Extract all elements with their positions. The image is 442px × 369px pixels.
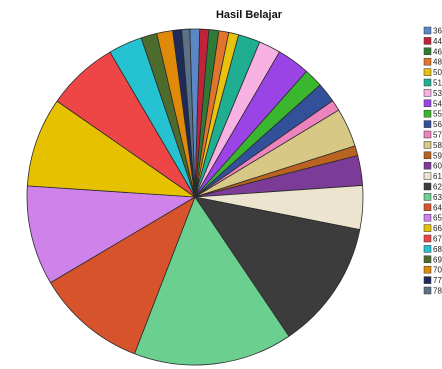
legend-swatch-51 <box>423 78 432 87</box>
pie-slice-64 <box>50 196 196 355</box>
legend-swatch-57 <box>423 130 432 139</box>
legend-label-70: 70 <box>433 266 442 275</box>
legend-label-55: 55 <box>433 110 442 119</box>
legend-label-61: 61 <box>433 172 442 181</box>
legend-label-58: 58 <box>433 141 442 150</box>
legend-label-66: 66 <box>433 224 442 233</box>
legend-swatch-64 <box>423 203 432 212</box>
pie-slice-65 <box>26 185 196 284</box>
legend-swatch-48 <box>423 57 432 66</box>
legend-swatch-69 <box>423 255 432 264</box>
legend-label-65: 65 <box>433 214 442 223</box>
legend-swatch-60 <box>423 161 432 170</box>
legend-label-68: 68 <box>433 245 442 254</box>
pie-slices <box>26 28 364 366</box>
legend-swatch-56 <box>423 120 432 128</box>
pie-slice-78 <box>181 28 196 198</box>
legend-label-69: 69 <box>433 255 442 264</box>
legend-swatch-50 <box>423 68 432 76</box>
legend-swatch-44 <box>423 37 432 45</box>
legend-swatch-36 <box>423 26 432 35</box>
legend-swatch-68 <box>423 245 432 253</box>
legend-swatch-54 <box>423 99 432 108</box>
pie-slice-62 <box>194 196 361 337</box>
legend-label-62: 62 <box>433 183 442 192</box>
legend-swatch-59 <box>423 151 432 160</box>
legend-swatch-55 <box>423 109 432 118</box>
legend-label-51: 51 <box>433 79 442 88</box>
legend-swatch-67 <box>423 234 432 243</box>
legend-label-59: 59 <box>433 151 442 160</box>
legend-label-77: 77 <box>433 276 442 285</box>
legend-label-78: 78 <box>433 287 442 296</box>
legend-label-36: 36 <box>433 27 442 36</box>
legend-swatch-62 <box>423 182 432 191</box>
legend-swatch-77 <box>423 276 432 284</box>
legend-label-57: 57 <box>433 131 442 140</box>
legend-label-54: 54 <box>433 99 442 108</box>
legend-label-50: 50 <box>433 68 442 77</box>
legend-label-46: 46 <box>433 47 442 56</box>
pie-slice-63 <box>134 196 290 366</box>
legend-label-44: 44 <box>433 37 442 46</box>
legend-swatch-58 <box>423 141 432 149</box>
legend-swatch-53 <box>423 89 432 97</box>
legend-label-53: 53 <box>433 89 442 98</box>
legend-swatch-65 <box>423 213 432 222</box>
legend-swatch-46 <box>423 47 432 56</box>
legend-label-48: 48 <box>433 58 442 67</box>
legend-swatch-61 <box>423 172 432 180</box>
legend-swatch-63 <box>423 193 432 201</box>
legend-swatch-66 <box>423 224 432 232</box>
legend-swatch-78 <box>423 286 432 295</box>
legend-label-64: 64 <box>433 203 442 212</box>
legend-label-67: 67 <box>433 235 442 244</box>
legend-label-60: 60 <box>433 162 442 171</box>
legend-label-63: 63 <box>433 193 442 202</box>
legend-label-56: 56 <box>433 120 442 129</box>
pie-slice-66 <box>26 100 196 198</box>
chart-title: Hasil Belajar <box>216 9 283 21</box>
legend-swatch-70 <box>423 265 432 274</box>
